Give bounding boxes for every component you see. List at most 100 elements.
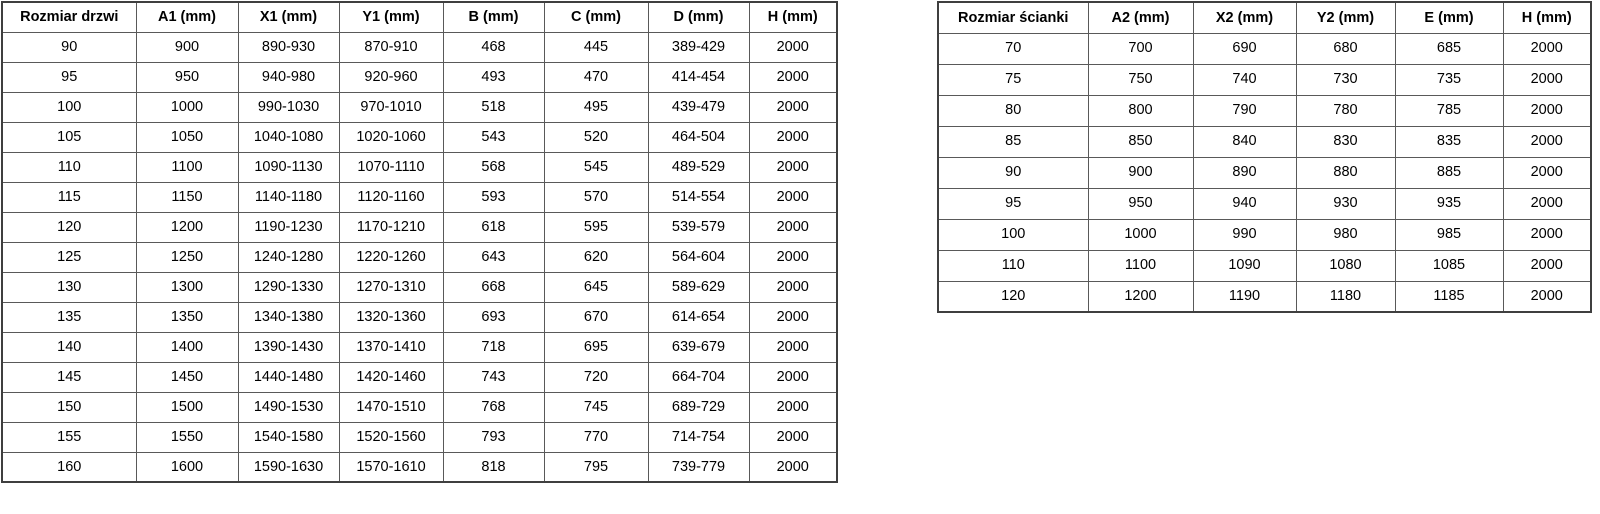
table-cell: 700 xyxy=(1087,32,1194,65)
table-cell: 730 xyxy=(1295,63,1396,96)
wall-table-header: Rozmiar ścianki A2 (mm) X2 (mm) Y2 (mm) E (m… xyxy=(937,1,1592,34)
table-cell: 1540-1580 xyxy=(237,421,340,453)
table-cell: 1190 xyxy=(1192,280,1297,313)
table-cell: 685 xyxy=(1394,32,1504,65)
table-cell: 2000 xyxy=(748,271,838,303)
table-cell: 830 xyxy=(1295,125,1396,158)
table-cell: 1350 xyxy=(135,301,239,333)
table-cell: 645 xyxy=(543,271,649,303)
table-cell: 1390-1430 xyxy=(237,331,340,363)
table-cell: 100 xyxy=(937,218,1089,251)
table-cell: 690 xyxy=(1192,32,1297,65)
table-cell: 2000 xyxy=(1502,280,1592,313)
spec-tables-container: Rozmiar drzwi A1 (mm) X1 (mm) Y1 (mm) B (mm)… xyxy=(1,1,1592,483)
table-cell: 1420-1460 xyxy=(338,361,444,393)
table-cell: 668 xyxy=(442,271,545,303)
table-cell: 795 xyxy=(543,451,649,483)
table-cell: 1370-1410 xyxy=(338,331,444,363)
table-row: 115 1150 1140-1180 1120-1160 593 570 514-554 20… xyxy=(1,181,838,213)
table-cell: 1100 xyxy=(1087,249,1194,282)
table-cell: 890 xyxy=(1192,156,1297,189)
table-cell: 718 xyxy=(442,331,545,363)
table-cell: 850 xyxy=(1087,125,1194,158)
table-cell: 768 xyxy=(442,391,545,423)
table-cell: 940 xyxy=(1192,187,1297,220)
table-row: 100 1000 990 980 985 2000 xyxy=(937,218,1592,251)
table-cell: 980 xyxy=(1295,218,1396,251)
table-row: 90 900 890 880 885 2000 xyxy=(937,156,1592,189)
table-cell: 2000 xyxy=(1502,63,1592,96)
table-cell: 95 xyxy=(937,187,1089,220)
table-cell: 100 xyxy=(1,91,137,123)
table-row: 105 1050 1040-1080 1020-1060 543 520 464-504 20… xyxy=(1,121,838,153)
table-cell: 970-1010 xyxy=(338,91,444,123)
table-cell: 495 xyxy=(543,91,649,123)
column-header: E (mm) xyxy=(1394,1,1504,34)
table-cell: 670 xyxy=(543,301,649,333)
table-cell: 568 xyxy=(442,151,545,183)
table-cell: 543 xyxy=(442,121,545,153)
table-cell: 693 xyxy=(442,301,545,333)
table-cell: 990 xyxy=(1192,218,1297,251)
table-cell: 2000 xyxy=(748,421,838,453)
column-header: A2 (mm) xyxy=(1087,1,1194,34)
table-cell: 2000 xyxy=(1502,156,1592,189)
table-cell: 1190-1230 xyxy=(237,211,340,243)
table-cell: 70 xyxy=(937,32,1089,65)
table-cell: 740 xyxy=(1192,63,1297,96)
table-cell: 735 xyxy=(1394,63,1504,96)
table-cell: 930 xyxy=(1295,187,1396,220)
table-cell: 2000 xyxy=(748,91,838,123)
table-cell: 1040-1080 xyxy=(237,121,340,153)
table-cell: 885 xyxy=(1394,156,1504,189)
table-cell: 539-579 xyxy=(647,211,750,243)
table-row: 120 1200 1190 1180 1185 2000 xyxy=(937,280,1592,313)
table-cell: 950 xyxy=(1087,187,1194,220)
table-cell: 140 xyxy=(1,331,137,363)
table-cell: 145 xyxy=(1,361,137,393)
table-row: 140 1400 1390-1430 1370-1410 718 695 639-679 20… xyxy=(1,331,838,363)
column-header: Y1 (mm) xyxy=(338,1,444,33)
table-cell: 414-454 xyxy=(647,61,750,93)
table-cell: 90 xyxy=(937,156,1089,189)
table-cell: 593 xyxy=(442,181,545,213)
table-row: 85 850 840 830 835 2000 xyxy=(937,125,1592,158)
table-cell: 1590-1630 xyxy=(237,451,340,483)
table-cell: 1600 xyxy=(135,451,239,483)
table-cell: 1520-1560 xyxy=(338,421,444,453)
table-row: 120 1200 1190-1230 1170-1210 618 595 539-579 20… xyxy=(1,211,838,243)
column-header: Y2 (mm) xyxy=(1295,1,1396,34)
table-cell: 1090 xyxy=(1192,249,1297,282)
table-cell: 589-629 xyxy=(647,271,750,303)
table-cell: 2000 xyxy=(748,121,838,153)
table-row: 110 1100 1090 1080 1085 2000 xyxy=(937,249,1592,282)
table-row: 110 1100 1090-1130 1070-1110 568 545 489-529 20… xyxy=(1,151,838,183)
table-cell: 1170-1210 xyxy=(338,211,444,243)
table-cell: 835 xyxy=(1394,125,1504,158)
table-cell: 880 xyxy=(1295,156,1396,189)
table-cell: 720 xyxy=(543,361,649,393)
table-cell: 2000 xyxy=(748,451,838,483)
table-row: 100 1000 990-1030 970-1010 518 495 439-479 2000 xyxy=(1,91,838,123)
table-cell: 514-554 xyxy=(647,181,750,213)
table-cell: 780 xyxy=(1295,94,1396,127)
table-cell: 1440-1480 xyxy=(237,361,340,393)
table-cell: 1550 xyxy=(135,421,239,453)
table-cell: 1240-1280 xyxy=(237,241,340,273)
table-cell: 1400 xyxy=(135,331,239,363)
table-cell: 389-429 xyxy=(647,31,750,63)
wall-table-body: 70 700 690 680 685 2000 75 750 740 730 735 2000 80 80… xyxy=(937,32,1592,313)
table-cell: 1080 xyxy=(1295,249,1396,282)
table-cell: 1200 xyxy=(1087,280,1194,313)
table-row: 150 1500 1490-1530 1470-1510 768 745 689-729 20… xyxy=(1,391,838,423)
table-cell: 2000 xyxy=(1502,94,1592,127)
table-cell: 890-930 xyxy=(237,31,340,63)
table-cell: 1000 xyxy=(135,91,239,123)
table-cell: 570 xyxy=(543,181,649,213)
table-cell: 1490-1530 xyxy=(237,391,340,423)
table-cell: 2000 xyxy=(748,301,838,333)
table-cell: 614-654 xyxy=(647,301,750,333)
table-cell: 800 xyxy=(1087,94,1194,127)
table-cell: 770 xyxy=(543,421,649,453)
table-cell: 790 xyxy=(1192,94,1297,127)
